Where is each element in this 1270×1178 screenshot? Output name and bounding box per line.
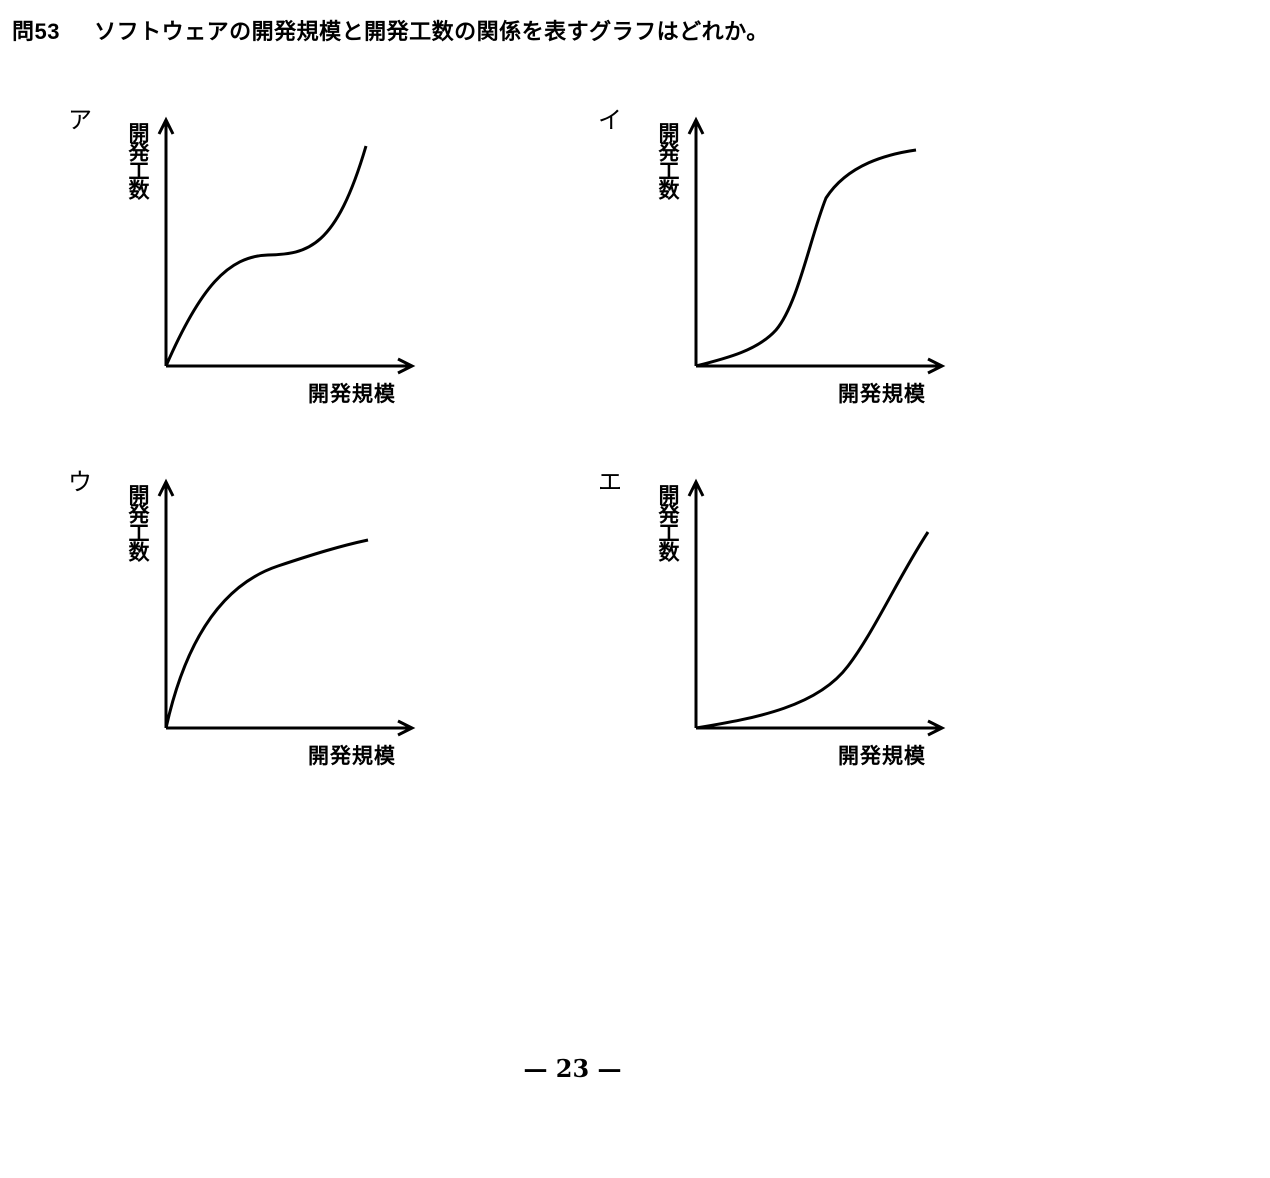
question-text: ソフトウェアの開発規模と開発工数の関係を表すグラフはどれか。 (94, 20, 769, 45)
option-d-x-axis-arrowhead (927, 719, 946, 737)
option-c-y-axis-arrowhead (157, 478, 175, 497)
option-a-label: ア (68, 106, 92, 134)
option-b-x-axis-label: 開発規模 (838, 382, 926, 406)
option-c-graph: ウ 開発工数 開発規模 (68, 470, 468, 780)
option-c-curve (164, 538, 369, 729)
option-d-y-axis-arrowhead (687, 478, 705, 497)
question-header: 問53 ソフトウェアの開発規模と開発工数の関係を表すグラフはどれか。 (12, 14, 769, 46)
option-a-plot (157, 116, 416, 375)
option-c-x-axis-arrowhead (397, 719, 416, 737)
option-a-curve (164, 145, 368, 367)
option-d-graph: エ 開発工数 開発規模 (598, 470, 998, 780)
page-number: — 23 — (523, 1054, 622, 1083)
option-a-x-axis-arrowhead (397, 357, 416, 375)
option-d-plot (687, 478, 946, 737)
option-a-y-axis-label: 開発工数 (126, 122, 150, 198)
option-a-graph: ア 開発工数 開発規模 (68, 108, 468, 418)
option-c-y-axis-label: 開発工数 (126, 484, 150, 560)
option-c-plot (157, 478, 416, 737)
option-b-graph: イ 開発工数 開発規模 (598, 108, 998, 418)
option-d-curve (695, 531, 930, 730)
option-c-label: ウ (68, 468, 92, 496)
option-d-y-axis-label: 開発工数 (656, 484, 680, 560)
option-d-label: エ (598, 468, 622, 496)
option-a-x-axis-label: 開発規模 (308, 382, 396, 406)
option-a-y-axis-arrowhead (157, 116, 175, 135)
option-c-x-axis-label: 開発規模 (308, 744, 396, 768)
option-b-label: イ (598, 106, 622, 134)
option-b-curve (695, 148, 917, 368)
question-number: 問53 (12, 19, 60, 44)
option-b-x-axis-arrowhead (927, 357, 946, 375)
option-b-y-axis-label: 開発工数 (656, 122, 680, 198)
option-d-x-axis-label: 開発規模 (838, 744, 926, 768)
option-b-y-axis-arrowhead (687, 116, 705, 135)
option-b-plot (687, 116, 946, 375)
